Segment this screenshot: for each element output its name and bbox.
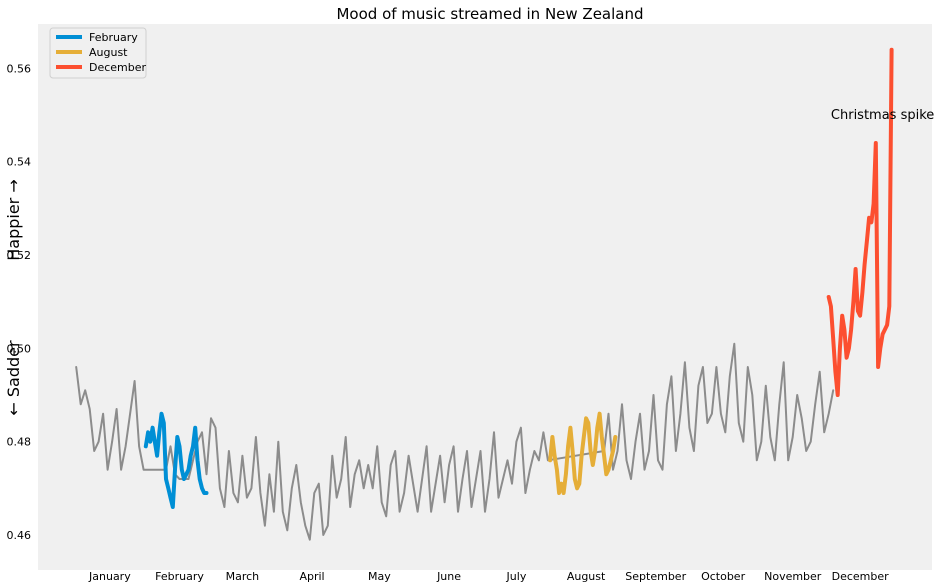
- series-line-august: [548, 411, 618, 495]
- series-line-december: [826, 47, 894, 397]
- x-month-label: February: [155, 570, 204, 583]
- x-month-label: September: [625, 570, 686, 583]
- x-month-label: November: [764, 570, 822, 583]
- x-month-label: August: [567, 570, 606, 583]
- x-month-label: March: [226, 570, 260, 583]
- legend: February August December: [49, 27, 147, 79]
- series-line-february: [143, 411, 209, 509]
- x-month-label: October: [701, 570, 745, 583]
- y-axis-label-top: Happier →: [4, 179, 23, 261]
- legend-label: August: [89, 46, 128, 59]
- x-month-label: May: [368, 570, 391, 583]
- christmas-annotation: Christmas spike: [831, 108, 934, 123]
- y-tick-label: 0.56: [7, 62, 32, 75]
- y-tick-label: 0.48: [7, 436, 32, 449]
- x-month-label: April: [299, 570, 324, 583]
- y-tick-label: 0.52: [7, 249, 32, 262]
- chart-title: Mood of music streamed in New Zealand: [336, 5, 643, 23]
- x-month-label: July: [506, 570, 527, 583]
- x-month-label: January: [88, 570, 131, 583]
- y-axis-label-bottom: ← Sadder: [4, 340, 23, 416]
- y-tick-label: 0.46: [7, 529, 32, 542]
- x-month-label: December: [832, 570, 890, 583]
- legend-label: December: [89, 61, 147, 74]
- series-line-full-year: [75, 342, 835, 541]
- x-month-label: June: [436, 570, 461, 583]
- y-tick-label: 0.54: [7, 156, 32, 169]
- legend-label: February: [89, 31, 138, 44]
- y-tick-label: 0.50: [7, 342, 32, 355]
